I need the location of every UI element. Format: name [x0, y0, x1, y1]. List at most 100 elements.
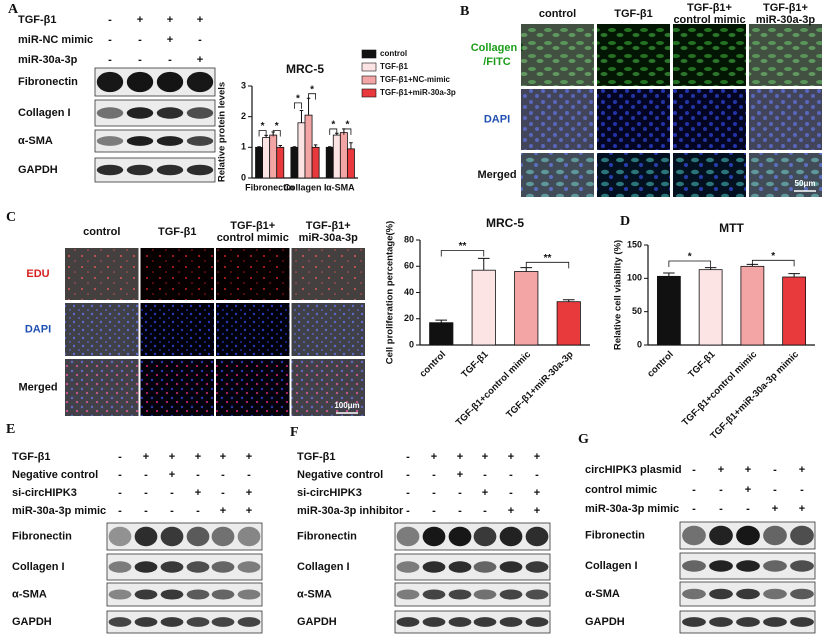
- treatment-sign: -: [196, 505, 200, 517]
- error-bar: [349, 142, 353, 149]
- treatment-sign: +: [534, 451, 540, 463]
- y-tick-label: 80: [404, 234, 414, 244]
- treatment-sign: +: [197, 14, 203, 26]
- bar: [471, 269, 496, 346]
- significance-label: *: [331, 120, 335, 131]
- micrograph: [140, 303, 214, 356]
- bar: [740, 265, 765, 346]
- blot-band: [211, 526, 235, 547]
- blot-band: [96, 164, 124, 176]
- significance-bracket: [329, 128, 338, 135]
- significance-label: *: [688, 252, 692, 263]
- blot-label: GAPDH: [12, 616, 52, 628]
- treatment-sign: -: [138, 54, 142, 66]
- treatment-sign: +: [195, 487, 201, 499]
- blot-band: [237, 589, 261, 600]
- treatment-sign: +: [482, 451, 488, 463]
- treatment-sign: -: [773, 484, 777, 496]
- micrograph: [65, 248, 139, 300]
- blot-membrane: [106, 610, 263, 634]
- blot-band: [473, 617, 497, 627]
- micrograph: [673, 89, 746, 150]
- column-header: miR-30a-3p: [299, 232, 359, 244]
- micrograph: [597, 153, 670, 197]
- blot-band: [186, 107, 214, 119]
- blot-band: [186, 71, 214, 93]
- error-bar: [477, 257, 490, 271]
- column-header: TGF-β1+: [763, 2, 808, 14]
- significance-bracket: [751, 259, 795, 267]
- y-tick-label: 2: [241, 111, 246, 121]
- blot-band: [525, 589, 549, 600]
- blot-label: Collagen I: [12, 561, 65, 573]
- blot-label: α-SMA: [297, 588, 332, 600]
- column-header: miR-30a-3p: [756, 14, 816, 26]
- blot-band: [126, 107, 154, 119]
- blot-label: Fibronectin: [297, 530, 357, 542]
- treatment-label: TGF-β1: [18, 14, 57, 26]
- row-label: Collagen I: [471, 42, 524, 54]
- legend-label: TGF-β1: [380, 62, 409, 71]
- x-tick-label: α-SMA: [326, 182, 355, 192]
- significance-label: **: [544, 253, 552, 264]
- treatment-label: Negative control: [297, 469, 383, 481]
- blot-band: [709, 560, 733, 572]
- micrograph: [521, 24, 594, 86]
- treatment-sign: -: [138, 34, 142, 46]
- significance-bracket: [343, 128, 352, 135]
- micrograph: [216, 303, 290, 356]
- blot-membrane: [394, 553, 551, 581]
- blot-band: [134, 526, 158, 547]
- blot-band: [736, 617, 760, 627]
- micrograph: [749, 89, 822, 150]
- treatment-sign: +: [534, 487, 540, 499]
- blot-label: Fibronectin: [12, 530, 72, 542]
- blot-band: [422, 526, 446, 547]
- column-header: control: [539, 8, 576, 20]
- micrograph: [749, 24, 822, 86]
- micrograph: [65, 359, 139, 416]
- panel-letter: B: [460, 4, 469, 19]
- treatment-label: control mimic: [585, 484, 657, 496]
- treatment-sign: -: [196, 469, 200, 481]
- significance-label: *: [296, 94, 300, 105]
- bar: [255, 146, 264, 179]
- blot-band: [448, 561, 472, 573]
- blot-band: [186, 589, 210, 600]
- treatment-sign: -: [170, 487, 174, 499]
- blot-label: Fibronectin: [585, 529, 645, 541]
- blot-membrane: [394, 522, 551, 551]
- micrograph: [291, 303, 365, 356]
- blot-band: [473, 589, 497, 600]
- error-bar: [292, 146, 297, 148]
- panel-letter: C: [6, 210, 16, 225]
- treatment-label: si-circHIPK3: [297, 487, 362, 499]
- treatment-sign: -: [458, 487, 462, 499]
- blot-label: Collagen I: [297, 561, 350, 573]
- bar: [269, 134, 278, 179]
- scale-bar-label: 100μm: [334, 401, 359, 410]
- micrograph: [521, 89, 594, 150]
- treatment-sign: +: [772, 503, 778, 515]
- treatment-sign: +: [799, 503, 805, 515]
- bar: [556, 301, 581, 346]
- blot-band: [108, 561, 132, 573]
- y-tick-label: 20: [404, 313, 414, 323]
- blot-band: [108, 617, 132, 627]
- y-tick-label: 100: [627, 273, 642, 283]
- blot-band: [108, 589, 132, 600]
- micrograph: [140, 359, 214, 416]
- blot-band: [160, 561, 184, 573]
- treatment-label: miR-30a-3p mimic: [12, 505, 106, 517]
- treatment-sign: +: [195, 451, 201, 463]
- micrograph: [597, 89, 670, 150]
- blot-label: Collagen I: [585, 560, 638, 572]
- treatment-sign: +: [745, 484, 751, 496]
- significance-label: *: [310, 84, 314, 95]
- blot-membrane: [106, 553, 263, 581]
- blot-band: [448, 617, 472, 627]
- treatment-sign: -: [432, 505, 436, 517]
- blot-band: [682, 560, 706, 572]
- blot-band: [160, 589, 184, 600]
- significance-bracket: [525, 261, 570, 269]
